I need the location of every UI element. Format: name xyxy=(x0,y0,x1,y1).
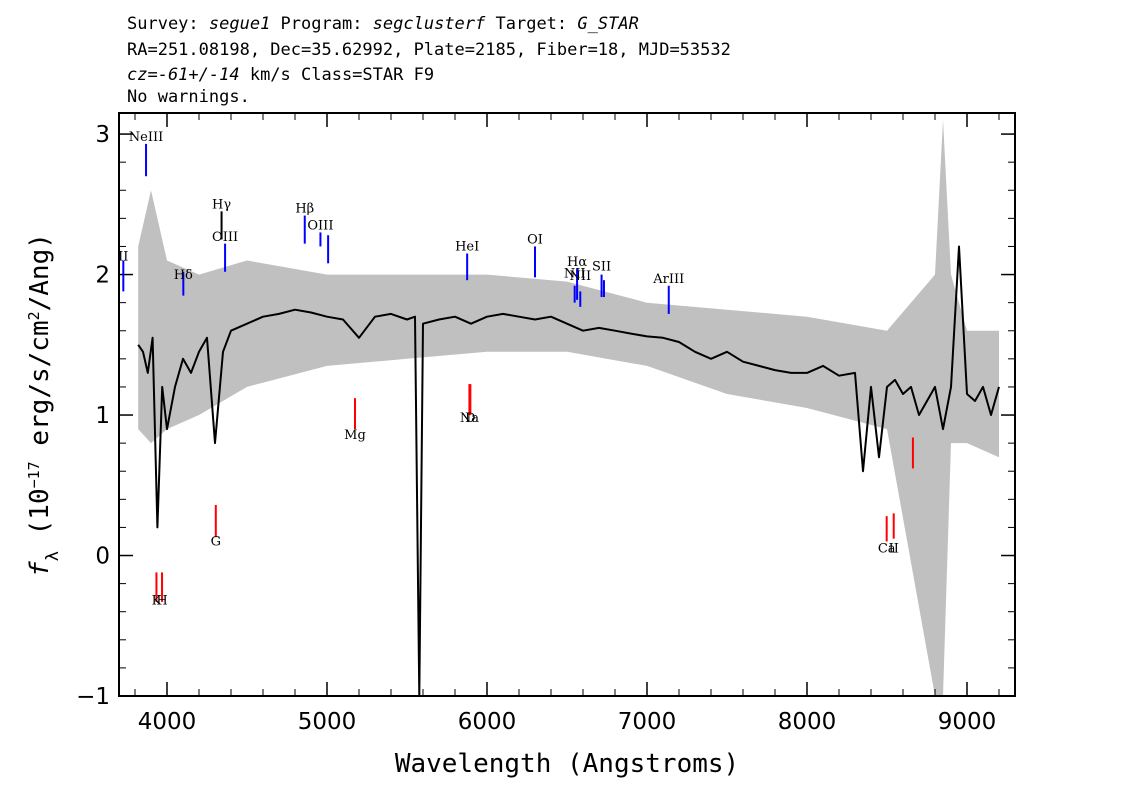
y-label-text: (10 xyxy=(25,488,55,551)
line-label: NII xyxy=(564,266,586,281)
line-label: Hγ xyxy=(212,198,231,213)
header-line-3-part: cz=-61+/-14 xyxy=(127,65,240,85)
line-label: ArIII xyxy=(652,272,684,287)
line-label: D xyxy=(465,411,475,426)
line-label: NeIII xyxy=(129,130,163,145)
header-line-3: cz=-61+/-14 km/s Class=STAR F9 xyxy=(127,65,434,85)
x-tick-label: 9000 xyxy=(938,709,997,735)
header-line-3-part: km/s Class=STAR F9 xyxy=(240,65,434,85)
header-line-1: Survey: segue1 Program: segclusterf Targ… xyxy=(127,14,639,34)
line-label: OIII xyxy=(212,230,238,245)
header: Survey: segue1 Program: segclusterf Targ… xyxy=(127,14,731,107)
y-label-sub: λ xyxy=(43,551,63,561)
y-tick-label: 0 xyxy=(95,544,110,570)
header-line-2: RA=251.08198, Dec=35.62992, Plate=2185, … xyxy=(127,40,731,60)
line-label: II xyxy=(889,542,899,557)
line-label: NII xyxy=(569,269,591,284)
line-label: Na xyxy=(460,411,479,426)
y-label-text: erg/s/cm xyxy=(25,320,55,461)
line-label: OI xyxy=(527,233,543,248)
y-tick-label: 3 xyxy=(95,122,110,148)
flux-line xyxy=(137,245,1000,696)
header-line-1-part: Survey: xyxy=(127,14,209,34)
y-axis-label: fλ (10−17 erg/s/cm2/Ang) xyxy=(25,233,63,577)
x-tick-label: 7000 xyxy=(618,709,677,735)
y-tick-label: 2 xyxy=(95,263,110,289)
line-label: H xyxy=(156,594,167,609)
line-label: Hα xyxy=(567,255,587,270)
y-label-exp: −17 xyxy=(25,461,43,488)
x-axis-label: Wavelength (Angstroms) xyxy=(395,749,739,779)
header-line-1-part: segclusterf xyxy=(373,14,486,34)
plot-layer xyxy=(137,120,1000,696)
header-line-4: No warnings. xyxy=(127,87,250,107)
y-tick-label: 1 xyxy=(95,403,110,429)
line-label: Hδ xyxy=(174,268,193,283)
header-line-1-part: G_STAR xyxy=(577,14,638,34)
plot-frame xyxy=(118,112,1016,697)
line-label: K xyxy=(152,594,162,609)
line-label: SII xyxy=(592,259,611,274)
y-label-f: f xyxy=(25,561,55,577)
axis-ticks: 4000 5000 6000 7000 8000 9000 −1 0 1 2 3 xyxy=(76,113,1015,735)
line-label: G xyxy=(211,535,221,550)
y-label-text: /Ang) xyxy=(25,233,55,311)
header-line-1-part: segue1 xyxy=(209,14,270,34)
error-band xyxy=(138,120,999,696)
x-tick-label: 4000 xyxy=(138,709,197,735)
header-line-1-part: Target: xyxy=(485,14,577,34)
y-label-exp: 2 xyxy=(25,311,43,320)
x-tick-label: 6000 xyxy=(458,709,517,735)
y-tick-label: −1 xyxy=(76,684,110,710)
line-label: HeI xyxy=(455,240,479,255)
line-label: Ca xyxy=(878,542,896,557)
header-line-1-part: Program: xyxy=(270,14,372,34)
x-tick-label: 8000 xyxy=(778,709,837,735)
line-label: OIII xyxy=(307,219,333,234)
x-tick-label: 5000 xyxy=(298,709,357,735)
line-label: Mg xyxy=(344,428,366,443)
line-label: II xyxy=(118,250,128,265)
line-label: Hβ xyxy=(295,202,314,217)
